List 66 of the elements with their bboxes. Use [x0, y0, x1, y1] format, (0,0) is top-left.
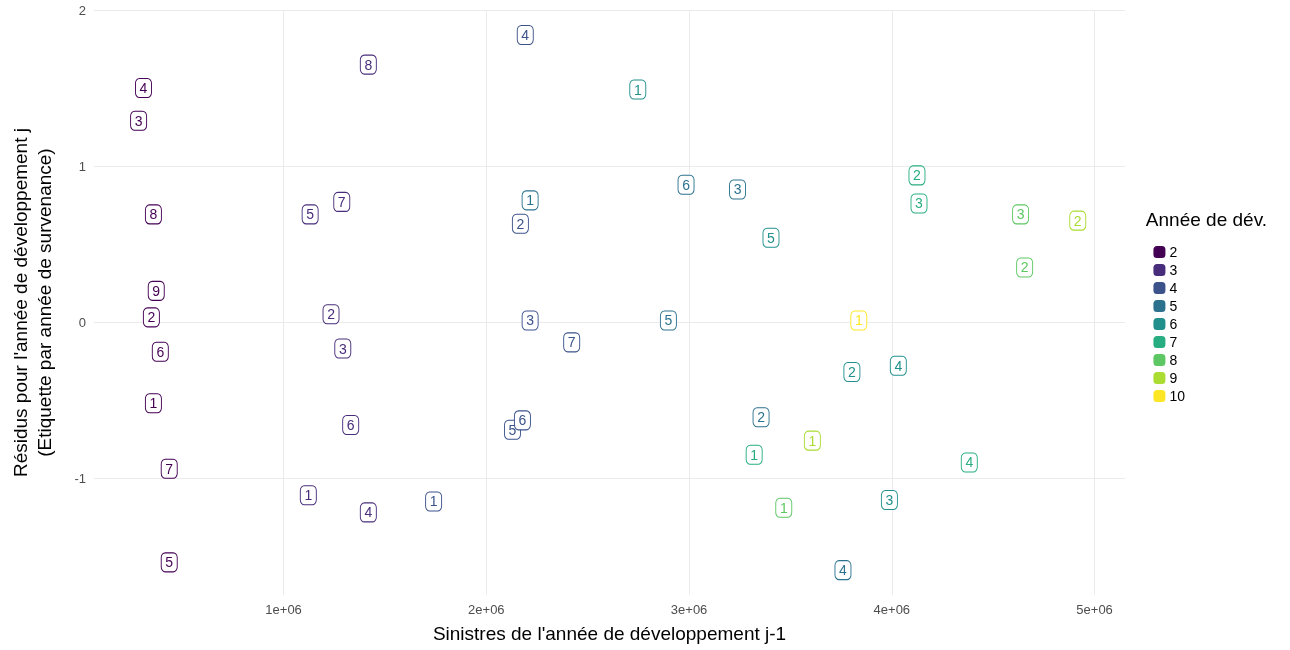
annotation: 4 — [839, 562, 848, 579]
legend-label: 3 — [1169, 262, 1178, 278]
legend-label: 5 — [1169, 298, 1178, 314]
x-tick-label: 2e+06 — [468, 602, 505, 618]
legend-label: 9 — [1169, 370, 1178, 386]
annotation: 3 — [733, 181, 742, 198]
annotation: 1 — [779, 499, 788, 516]
annotation: 1 — [526, 192, 535, 209]
x-tick-label: 3e+06 — [670, 602, 708, 618]
legend-label: 2 — [1169, 244, 1178, 260]
annotation: 6 — [682, 176, 691, 193]
x-axis-title: Sinistres de l'année de développement j-1 — [432, 622, 787, 644]
annotation: 1 — [149, 395, 158, 412]
annotation: 3 — [338, 340, 347, 357]
annotation: 7 — [337, 193, 346, 210]
annotation: 8 — [364, 56, 373, 73]
y-axis-title: Résidus pour l'année de développement j (Etiquette par année de survenance) — [9, 128, 55, 478]
annotation: 3 — [885, 491, 894, 508]
annotation: 9 — [152, 282, 161, 299]
annotation: 6 — [156, 343, 165, 360]
annotation: 2 — [913, 167, 922, 184]
annotation: 2 — [1020, 259, 1029, 276]
x-tick-label: 1e+06 — [265, 602, 302, 618]
legend-label: 7 — [1169, 334, 1178, 350]
annotation: 3 — [134, 112, 143, 129]
annotation: 4 — [894, 357, 903, 374]
annotation: 6 — [518, 412, 527, 429]
legend-label: 4 — [1169, 280, 1178, 296]
legend-label: 6 — [1169, 316, 1178, 332]
annotation: 7 — [567, 334, 576, 351]
annotation: 1 — [750, 446, 759, 463]
annotation: 6 — [346, 417, 355, 434]
annotation: 5 — [306, 206, 315, 223]
x-tick-label: 4e+06 — [873, 602, 911, 618]
annotation: 5 — [664, 312, 673, 329]
annotation: 7 — [165, 460, 174, 477]
annotation: 1 — [854, 312, 863, 329]
annotation: 8 — [149, 206, 158, 223]
annotation: 2 — [147, 309, 156, 326]
y-tick-label: 0 — [78, 314, 86, 330]
annotation: 3 — [526, 312, 535, 329]
annotation: 4 — [521, 26, 530, 43]
y-tick-label: 2 — [78, 2, 86, 18]
annotation: 4 — [965, 454, 974, 471]
y-tick-label: 1 — [78, 158, 86, 174]
annotation: 4 — [139, 80, 148, 97]
x-tick-label: 5e+06 — [1076, 602, 1113, 618]
legend-label: 10 — [1169, 388, 1186, 404]
annotation: 1 — [429, 493, 438, 510]
annotation: 3 — [1016, 206, 1025, 223]
y-tick-label: -1 — [74, 470, 86, 486]
annotation: 5 — [767, 229, 776, 246]
annotation: 2 — [327, 306, 336, 323]
annotation: 2 — [1073, 212, 1082, 229]
annotation: 1 — [633, 81, 642, 98]
annotation: 2 — [516, 215, 525, 232]
annotation: 5 — [165, 554, 174, 571]
annotation: 3 — [915, 195, 924, 212]
annotation: 1 — [808, 432, 817, 449]
annotation: 2 — [847, 363, 856, 380]
annotation: 4 — [364, 504, 373, 521]
annotation: 5 — [508, 421, 517, 438]
legend-title: Année de dév. — [1145, 209, 1268, 230]
legend-label: 8 — [1169, 352, 1178, 368]
annotation: 1 — [304, 487, 313, 504]
annotation: 2 — [757, 409, 766, 426]
